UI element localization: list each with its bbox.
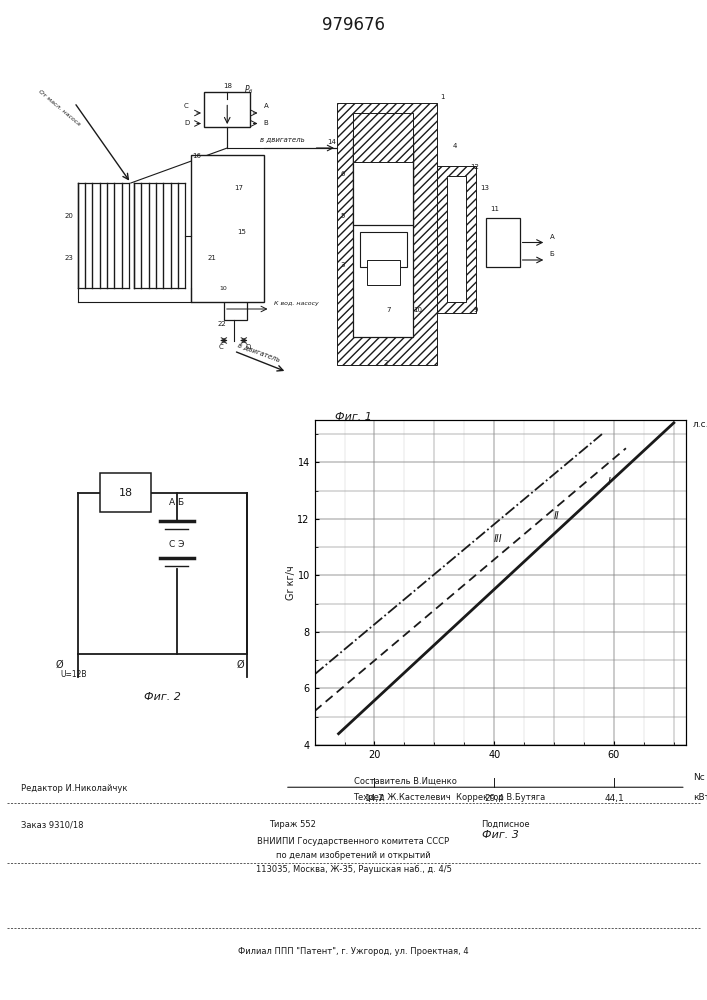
Text: 15: 15 <box>238 229 246 235</box>
Bar <box>360 232 407 267</box>
Text: Ø: Ø <box>55 660 63 670</box>
Bar <box>337 103 437 365</box>
Bar <box>224 239 247 267</box>
Bar <box>191 155 264 302</box>
Text: 44,1: 44,1 <box>604 794 624 803</box>
Text: 10: 10 <box>219 286 227 291</box>
Text: C: C <box>219 344 223 350</box>
Text: 12: 12 <box>469 164 479 170</box>
Text: 21: 21 <box>207 255 216 261</box>
Text: Ø: Ø <box>236 660 244 670</box>
Text: Фиг. 1: Фиг. 1 <box>335 412 372 422</box>
Text: 113035, Москва, Ж-35, Раушская наб., д. 4/5: 113035, Москва, Ж-35, Раушская наб., д. … <box>255 865 452 874</box>
Text: 29,4: 29,4 <box>484 794 504 803</box>
Text: 3: 3 <box>340 262 345 268</box>
Bar <box>354 113 414 162</box>
Text: Составитель В.Ищенко: Составитель В.Ищенко <box>354 777 457 786</box>
Bar <box>100 473 151 512</box>
Bar <box>486 218 520 267</box>
Text: III: III <box>494 534 503 544</box>
Y-axis label: Gr кг/ч: Gr кг/ч <box>286 565 296 600</box>
Text: 1: 1 <box>440 94 445 100</box>
Text: 18: 18 <box>223 84 232 90</box>
Text: 5: 5 <box>340 213 344 219</box>
Text: D: D <box>245 344 251 350</box>
Text: Редактор И.Николайчук: Редактор И.Николайчук <box>21 784 128 793</box>
Bar <box>224 197 247 225</box>
Bar <box>224 295 247 320</box>
Bar <box>204 92 250 127</box>
Text: I: I <box>608 477 611 487</box>
Text: C: C <box>184 103 189 109</box>
Text: в двигатель: в двигатель <box>260 136 305 142</box>
Text: 11: 11 <box>490 206 498 212</box>
Bar <box>354 148 414 225</box>
Text: 20: 20 <box>64 213 74 219</box>
Bar <box>447 176 467 302</box>
Text: 9: 9 <box>473 308 478 314</box>
Text: Фиг. 2: Фиг. 2 <box>144 692 181 702</box>
Text: 979676: 979676 <box>322 15 385 33</box>
Text: Филиал ППП "Патент", г. Ужгород, ул. Проектная, 4: Филиал ППП "Патент", г. Ужгород, ул. Про… <box>238 948 469 956</box>
Text: в двигатель: в двигатель <box>238 342 281 362</box>
Text: B: B <box>264 120 269 126</box>
Bar <box>197 162 217 225</box>
Text: Б: Б <box>549 251 554 257</box>
Text: 7: 7 <box>387 308 391 314</box>
Text: 18: 18 <box>119 488 133 497</box>
Text: кВт: кВт <box>693 792 707 802</box>
Text: Фиг. 3: Фиг. 3 <box>481 830 519 840</box>
Text: $P_б$: $P_б$ <box>244 83 254 96</box>
Bar <box>436 165 477 312</box>
Text: 23: 23 <box>64 255 74 261</box>
Text: 14,7: 14,7 <box>365 794 385 803</box>
Text: 6: 6 <box>340 171 345 177</box>
Text: U=12В: U=12В <box>61 670 87 679</box>
Text: 13: 13 <box>480 185 489 191</box>
Text: Техред Ж.Кастелевич  Корректор В.Бутяга: Техред Ж.Кастелевич Корректор В.Бутяга <box>354 793 546 802</box>
Text: 22: 22 <box>217 322 226 328</box>
Text: 10: 10 <box>414 308 422 314</box>
Text: ВНИИПИ Государственного комитета СССР: ВНИИПИ Государственного комитета СССР <box>257 837 450 846</box>
Text: по делам изобретений и открытий: по делам изобретений и открытий <box>276 852 431 860</box>
Text: 16: 16 <box>192 153 201 159</box>
Text: А: А <box>549 234 554 240</box>
Text: 2: 2 <box>383 360 387 366</box>
Text: К вод. насосу: К вод. насосу <box>274 302 318 306</box>
Bar <box>354 134 414 337</box>
Text: Тираж 552: Тираж 552 <box>269 820 315 829</box>
Text: С Э: С Э <box>169 540 185 549</box>
Text: Заказ 9310/18: Заказ 9310/18 <box>21 820 83 829</box>
Text: От масл. насоса: От масл. насоса <box>38 89 81 126</box>
Text: D: D <box>184 120 189 126</box>
Text: II: II <box>554 511 560 521</box>
Text: A: A <box>264 103 269 109</box>
Text: 14: 14 <box>327 139 336 145</box>
Text: 4: 4 <box>453 143 457 149</box>
Text: 17: 17 <box>234 185 243 191</box>
Bar <box>367 260 400 284</box>
Text: А Б: А Б <box>169 498 185 507</box>
Text: л.с.: л.с. <box>693 420 707 429</box>
Text: Nc: Nc <box>693 773 705 782</box>
Text: Подписное: Подписное <box>481 820 530 829</box>
